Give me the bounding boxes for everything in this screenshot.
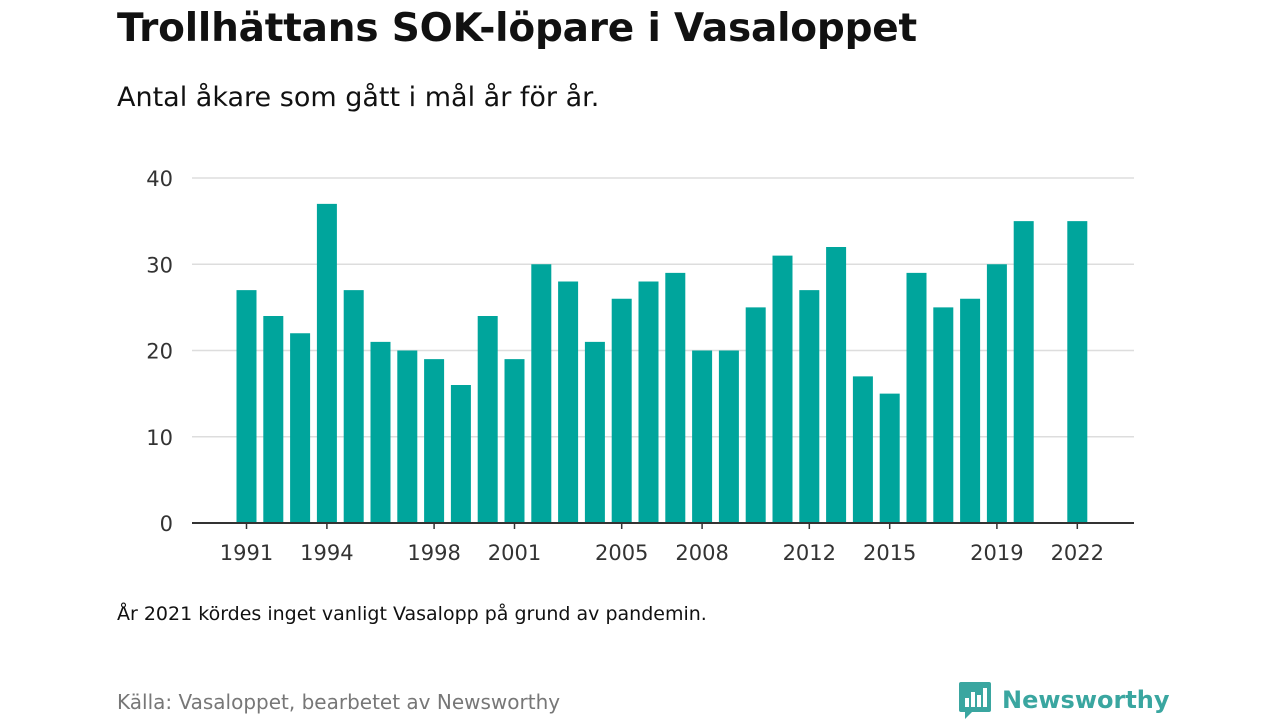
x-tick-label: 2001 <box>488 541 541 565</box>
bar-2003 <box>558 281 579 523</box>
x-tick-label: 2008 <box>675 541 728 565</box>
x-tick-labels: 1991 1994 1998 2001 2005 2008 2012 2015 2019 2022 <box>220 523 1104 565</box>
bar-2016 <box>906 272 927 523</box>
bar-chart: 0 10 20 30 40 1991 1994 1998 2001 2005 2008 2012 20… <box>146 167 1134 565</box>
bar-2013 <box>826 247 847 523</box>
y-tick-labels: 0 10 20 30 40 <box>146 167 173 536</box>
bar-2004 <box>584 341 605 523</box>
y-tick-label: 10 <box>146 426 173 450</box>
bar-1993 <box>290 333 311 523</box>
x-tick-label: 2005 <box>595 541 648 565</box>
bar-2009 <box>718 350 739 523</box>
newsworthy-logo-icon <box>959 682 991 719</box>
chart-subtitle: Antal åkare som gått i mål år för år. <box>117 82 600 113</box>
footnote: År 2021 kördes inget vanligt Vasalopp på… <box>117 603 707 625</box>
bar-1992 <box>263 316 284 523</box>
bar-2006 <box>638 281 659 523</box>
bar-2022 <box>1067 221 1088 523</box>
bar-2019 <box>986 264 1007 523</box>
bar-2000 <box>477 316 498 523</box>
y-tick-label: 20 <box>146 340 173 364</box>
bar-2011 <box>772 255 793 523</box>
newsworthy-logo: Newsworthy <box>958 680 1170 720</box>
x-tick-label: 1991 <box>220 541 273 565</box>
bar-1994 <box>316 203 337 523</box>
bar-2001 <box>504 359 525 523</box>
bar-1997 <box>397 350 418 523</box>
x-tick-label: 2015 <box>863 541 916 565</box>
bar-1996 <box>370 341 391 523</box>
y-tick-label: 30 <box>146 253 173 277</box>
source-credit: Källa: Vasaloppet, bearbetet av Newswort… <box>117 690 561 714</box>
x-tick-label: 2012 <box>783 541 836 565</box>
y-tick-label: 0 <box>160 512 173 536</box>
bar-2015 <box>879 393 900 523</box>
bars <box>236 203 1088 523</box>
y-tick-label: 40 <box>146 167 173 191</box>
bar-1998 <box>424 359 445 523</box>
bar-2005 <box>611 298 632 523</box>
brand-name: Newsworthy <box>1002 686 1170 714</box>
bar-1995 <box>343 290 364 523</box>
bar-1999 <box>450 385 471 523</box>
x-tick-label: 1998 <box>407 541 460 565</box>
bar-2010 <box>745 307 766 523</box>
bar-2002 <box>531 264 552 523</box>
bar-2008 <box>692 350 713 523</box>
bar-1991 <box>236 290 257 523</box>
x-tick-label: 2022 <box>1051 541 1104 565</box>
bar-2014 <box>852 376 873 523</box>
bar-2012 <box>799 290 820 523</box>
chart-title: Trollhättans SOK-löpare i Vasaloppet <box>117 6 917 51</box>
bar-2018 <box>960 298 981 523</box>
bar-2020 <box>1013 221 1034 523</box>
x-tick-label: 2019 <box>970 541 1023 565</box>
bar-2007 <box>665 272 686 523</box>
x-tick-label: 1994 <box>300 541 353 565</box>
bar-2017 <box>933 307 954 523</box>
